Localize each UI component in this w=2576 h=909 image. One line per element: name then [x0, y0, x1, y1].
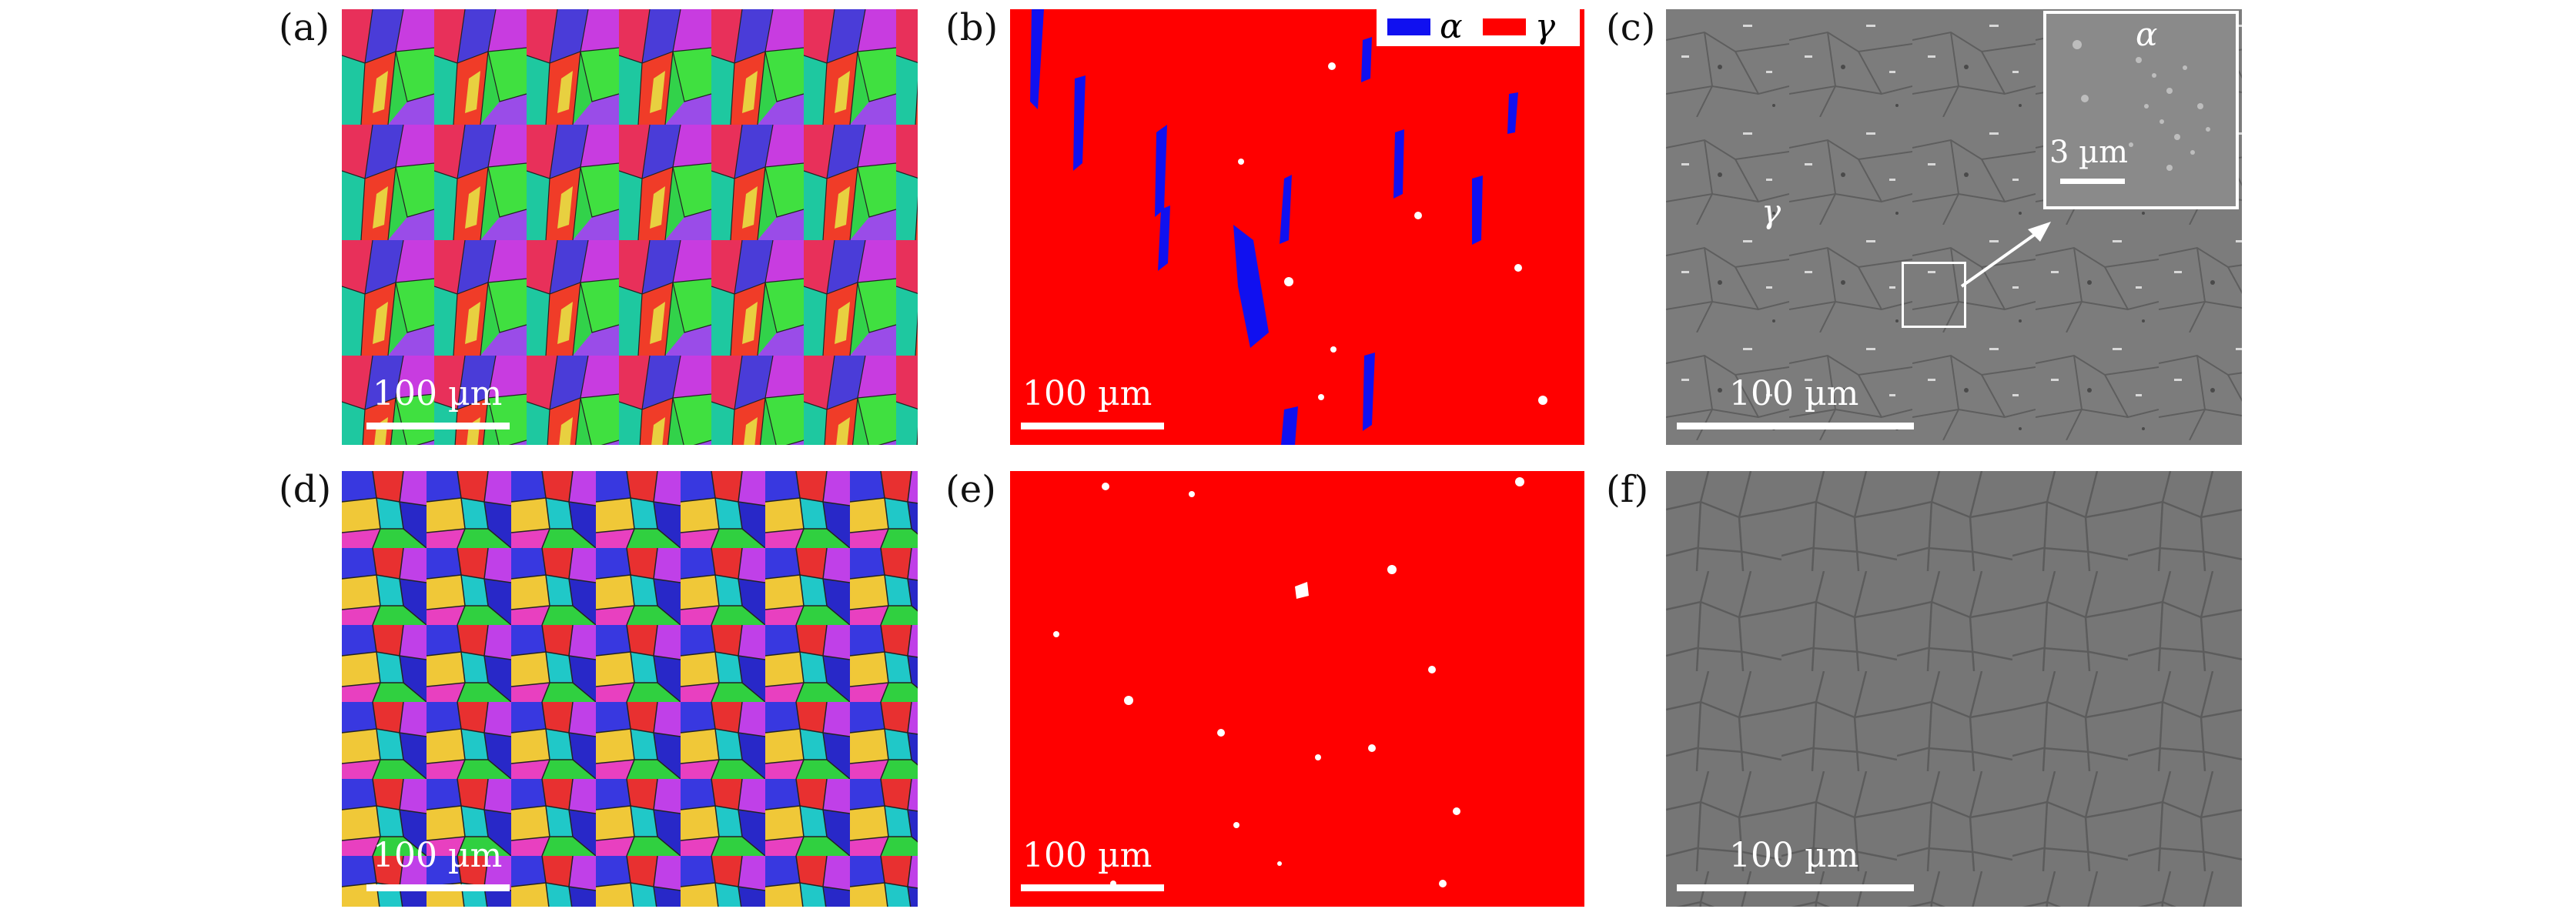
scalebar-f: [1677, 884, 1914, 891]
inset-region-box: [1902, 262, 1966, 328]
sem-image-f: 100 µm: [1666, 471, 2242, 907]
sem-inset-image: [2046, 14, 2236, 206]
legend-label-gamma: γ: [1534, 7, 1556, 46]
ebsd-grains-a: [342, 9, 918, 445]
scalebar-b: [1021, 423, 1164, 429]
scalebar-c: [1677, 423, 1914, 429]
scalebar-label-a: 100 µm: [373, 374, 503, 413]
scalebar-a: [366, 423, 510, 429]
scalebar-label-f: 100 µm: [1729, 836, 1859, 875]
panel-label-f: (f): [1606, 468, 1649, 511]
scalebar-e: [1021, 884, 1164, 891]
ebsd-map-a: 100 µm: [342, 9, 918, 445]
panel-label-b: (b): [945, 6, 999, 49]
phase-map-e-image: [1010, 471, 1584, 907]
panel-label-e: (e): [945, 468, 996, 511]
ebsd-map-d: 100 µm: [342, 471, 918, 907]
scalebar-label-b: 100 µm: [1022, 374, 1153, 413]
alpha-phase-label: α: [2136, 15, 2158, 53]
legend-swatch-alpha: [1387, 18, 1430, 35]
inset-scalebar-label: 3 µm: [2049, 135, 2129, 170]
scalebar-label-c: 100 µm: [1729, 374, 1859, 413]
legend-swatch-gamma: [1482, 18, 1526, 35]
panel-label-c: (c): [1606, 6, 1656, 49]
sem-inset: α 3 µm: [2043, 11, 2239, 209]
scalebar-label-d: 100 µm: [373, 836, 503, 875]
phase-map-b-image: [1010, 9, 1584, 445]
legend-label-alpha: α: [1440, 7, 1463, 46]
inset-scalebar: [2060, 179, 2125, 184]
scalebar-d: [366, 884, 510, 891]
panel-label-d: (d): [279, 468, 332, 511]
phase-map-e: 100 µm: [1010, 471, 1584, 907]
phase-map-b: 100 µm: [1010, 9, 1584, 445]
panel-label-a: (a): [279, 6, 330, 49]
phase-legend: α γ: [1377, 8, 1580, 46]
sem-texture-f: [1666, 471, 2242, 907]
ebsd-grains-d: [342, 471, 918, 907]
scalebar-label-e: 100 µm: [1022, 836, 1153, 875]
gamma-phase-label: γ: [1761, 192, 1781, 230]
